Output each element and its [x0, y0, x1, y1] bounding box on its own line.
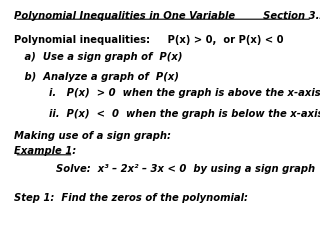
Text: b)  Analyze a graph of  P(x): b) Analyze a graph of P(x) [14, 72, 180, 82]
Text: Step 1:  Find the zeros of the polynomial:: Step 1: Find the zeros of the polynomial… [14, 193, 248, 203]
Text: Polynomial inequalities:     P(x) > 0,  or P(x) < 0: Polynomial inequalities: P(x) > 0, or P(… [14, 35, 284, 45]
Text: Polynomial Inequalities in One Variable        Section 3.2: Polynomial Inequalities in One Variable … [14, 11, 320, 21]
Text: Making use of a sign graph:: Making use of a sign graph: [14, 131, 172, 141]
Text: i.   P(x)  > 0  when the graph is above the x-axis: i. P(x) > 0 when the graph is above the … [14, 88, 320, 98]
Text: a)  Use a sign graph of  P(x): a) Use a sign graph of P(x) [14, 52, 183, 62]
Text: Example 1:: Example 1: [14, 146, 77, 156]
Text: ii.  P(x)  <  0  when the graph is below the x-axis: ii. P(x) < 0 when the graph is below the… [14, 109, 320, 119]
Text: Solve:  x³ – 2x² – 3x < 0  by using a sign graph: Solve: x³ – 2x² – 3x < 0 by using a sign… [14, 164, 316, 174]
